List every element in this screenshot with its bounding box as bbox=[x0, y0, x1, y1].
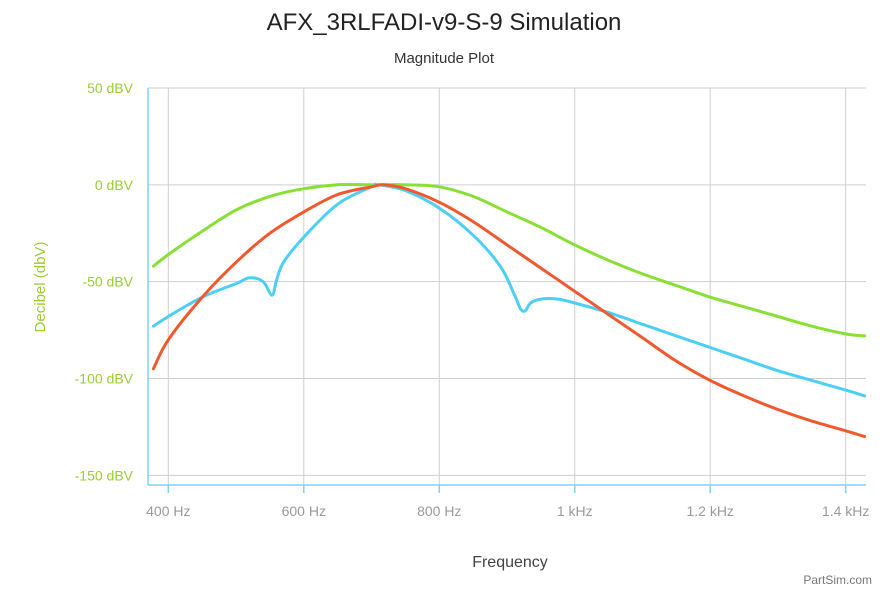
series-lines bbox=[151, 182, 867, 439]
y-tick-label: 50 dBV bbox=[87, 80, 134, 96]
x-tick-labels: 400 Hz 600 Hz 800 Hz 1 kHz 1.2 kHz 1.4 kHz bbox=[146, 503, 869, 519]
x-tick-label: 400 Hz bbox=[146, 503, 190, 519]
y-tick-label: -150 dBV bbox=[75, 467, 134, 483]
x-tick-label: 600 Hz bbox=[282, 503, 326, 519]
grid-lines bbox=[148, 87, 866, 485]
y-tick-labels: 50 dBV 0 dBV -50 dBV -100 dBV -150 dBV bbox=[75, 80, 134, 483]
y-tick-label: -50 dBV bbox=[82, 274, 133, 290]
x-axis-label: Frequency bbox=[472, 554, 548, 571]
series-line-2 bbox=[151, 182, 867, 398]
x-tick-label: 1.4 kHz bbox=[822, 503, 869, 519]
y-tick-label: 0 dBV bbox=[95, 177, 134, 193]
x-tick-label: 800 Hz bbox=[417, 503, 461, 519]
series-line-3 bbox=[151, 183, 867, 439]
chart-subtitle: Magnitude Plot bbox=[394, 50, 495, 67]
y-axis-label: Decibel (dbV) bbox=[32, 242, 49, 333]
x-tick-label: 1 kHz bbox=[557, 503, 593, 519]
chart-title: AFX_3RLFADI-v9-S-9 Simulation bbox=[267, 9, 622, 36]
partsim-credit: PartSim.com bbox=[803, 573, 872, 587]
x-tick-label: 1.2 kHz bbox=[686, 503, 733, 519]
series-line-1 bbox=[151, 183, 867, 338]
y-tick-label: -100 dBV bbox=[75, 370, 134, 386]
axes bbox=[147, 88, 866, 493]
